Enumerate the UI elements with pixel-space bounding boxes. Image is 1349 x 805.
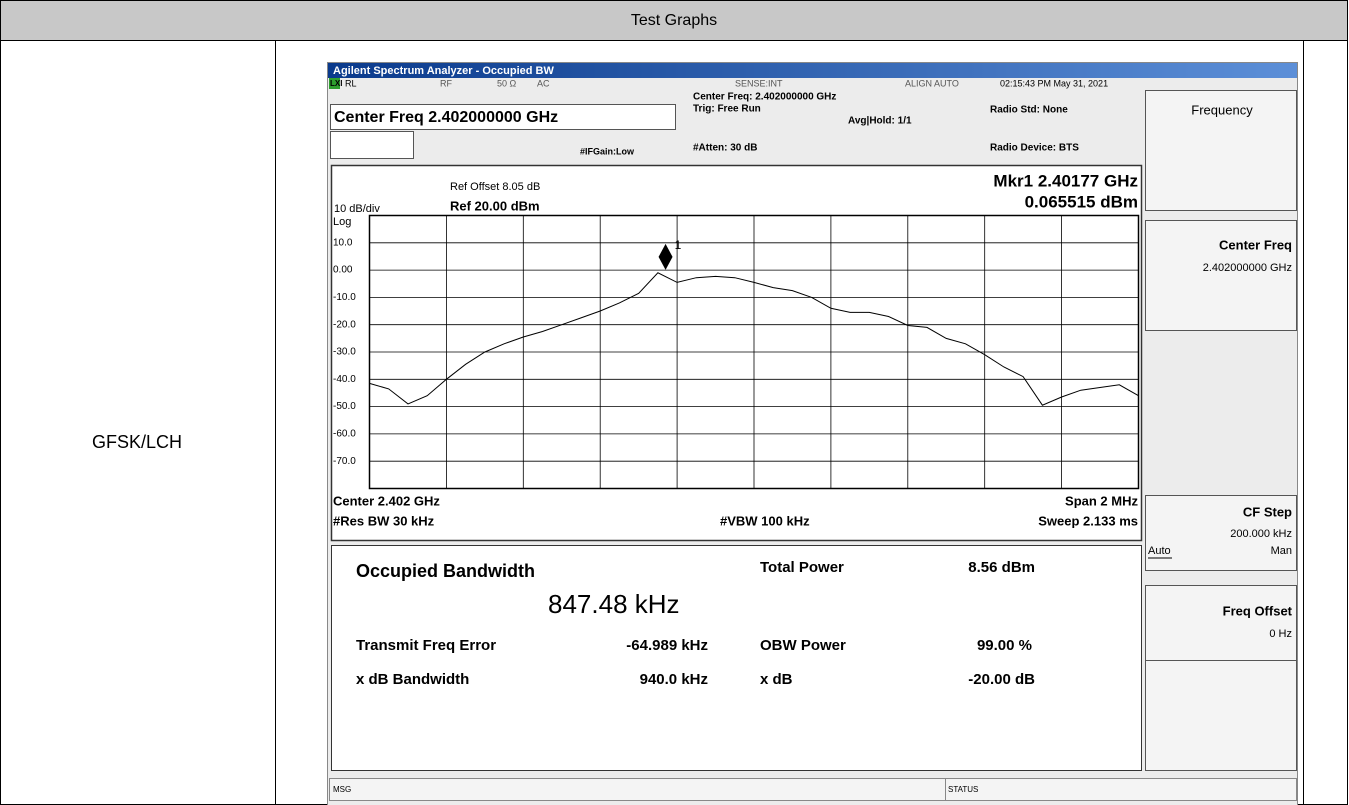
graph-label: 10 dB/div (334, 203, 380, 215)
marker-readout: Mkr1 2.40177 GHz (993, 171, 1138, 190)
y-tick-label: -20.0 (333, 319, 356, 330)
softkey-value: 200.000 kHz (1230, 528, 1292, 540)
softkey-label: Frequency (1191, 102, 1253, 117)
status-item: LXI (330, 79, 342, 88)
status-item: RL (345, 78, 357, 88)
result-value: -64.989 kHz (626, 637, 708, 654)
softkey-option: Auto (1148, 545, 1171, 557)
results-panel (331, 545, 1142, 771)
graph-label: #Res BW 30 kHz (333, 513, 435, 528)
softkey-label: Freq Offset (1223, 603, 1293, 618)
setting: Avg|Hold: 1/1 (848, 116, 912, 127)
result-value: 940.0 kHz (640, 671, 708, 688)
status-item: AC (537, 78, 550, 88)
softkey-label: CF Step (1243, 504, 1292, 519)
window-title: Agilent Spectrum Analyzer - Occupied BW (333, 65, 554, 77)
y-tick-label: -30.0 (333, 347, 356, 358)
status-label: STATUS (948, 785, 978, 794)
status-item: ALIGN AUTO (905, 78, 959, 88)
result-label: x dB Bandwidth (356, 671, 469, 688)
message-bar (329, 778, 1297, 801)
marker-label: 1 (675, 238, 682, 252)
y-tick-label: -70.0 (333, 456, 356, 467)
result-value: 99.00 % (977, 637, 1032, 654)
softkey-option: Man (1271, 545, 1292, 557)
graph-label: Center 2.402 GHz (333, 493, 440, 508)
status-item: SENSE:INT (735, 78, 783, 88)
result-label: OBW Power (760, 637, 846, 654)
y-tick-label: -50.0 (333, 401, 356, 412)
y-tick-label: -40.0 (333, 374, 356, 385)
result-label: Total Power (760, 559, 844, 576)
setting: #IFGain:Low (580, 146, 635, 156)
msg-label: MSG (333, 785, 351, 794)
y-tick-label: 0.00 (333, 265, 353, 276)
entry-box (330, 131, 414, 159)
softkey[interactable] (1145, 220, 1297, 331)
graph-label: Span 2 MHz (1065, 493, 1138, 508)
header-row (0, 0, 1348, 41)
setting: Radio Device: BTS (990, 143, 1079, 154)
title-bar (328, 63, 1297, 78)
softkey[interactable] (1145, 660, 1297, 771)
status-item: RF (440, 78, 452, 88)
setting: Center Freq: 2.402000000 GHz (693, 92, 836, 103)
center-freq: Center Freq 2.402000000 GHz (334, 109, 558, 126)
y-tick-label: 10.0 (333, 237, 353, 248)
y-tick-label: -60.0 (333, 429, 356, 440)
status-item: 50 Ω (497, 78, 517, 88)
setting: Radio Std: None (990, 105, 1068, 116)
result-label: Occupied Bandwidth (356, 561, 535, 581)
center-freq-box (330, 104, 676, 130)
softkey-value: 0 Hz (1269, 628, 1292, 640)
softkey-label: Center Freq (1219, 237, 1292, 252)
result-value: -20.00 dB (968, 671, 1035, 688)
setting: Trig: Free Run (693, 104, 761, 115)
result-value: 847.48 kHz (548, 589, 680, 619)
result-label: x dB (760, 671, 793, 688)
graph-panel (330, 164, 1143, 542)
result-value: 8.56 dBm (968, 559, 1035, 576)
softkey[interactable] (1145, 585, 1297, 661)
graph-label: #VBW 100 kHz (720, 513, 810, 528)
y-tick-label: -10.0 (333, 292, 356, 303)
status-item: 02:15:43 PM May 31, 2021 (1000, 78, 1108, 88)
lxi-badge (329, 78, 340, 89)
softkey-value: 2.402000000 GHz (1203, 262, 1292, 274)
graph-label: Ref 20.00 dBm (450, 198, 540, 213)
graph-label: Ref Offset 8.05 dB (450, 181, 540, 193)
marker (658, 243, 673, 270)
trace (369, 272, 1139, 406)
marker-readout: 0.065515 dBm (1025, 192, 1138, 211)
result-label: Transmit Freq Error (356, 637, 496, 654)
header-title: Test Graphs (631, 12, 717, 29)
graph-label: Log (333, 216, 351, 228)
setting: #Atten: 30 dB (693, 143, 757, 154)
graph-label: Sweep 2.133 ms (1038, 513, 1138, 528)
row-label: GFSK/LCH (92, 432, 182, 452)
softkey[interactable] (1145, 90, 1297, 211)
